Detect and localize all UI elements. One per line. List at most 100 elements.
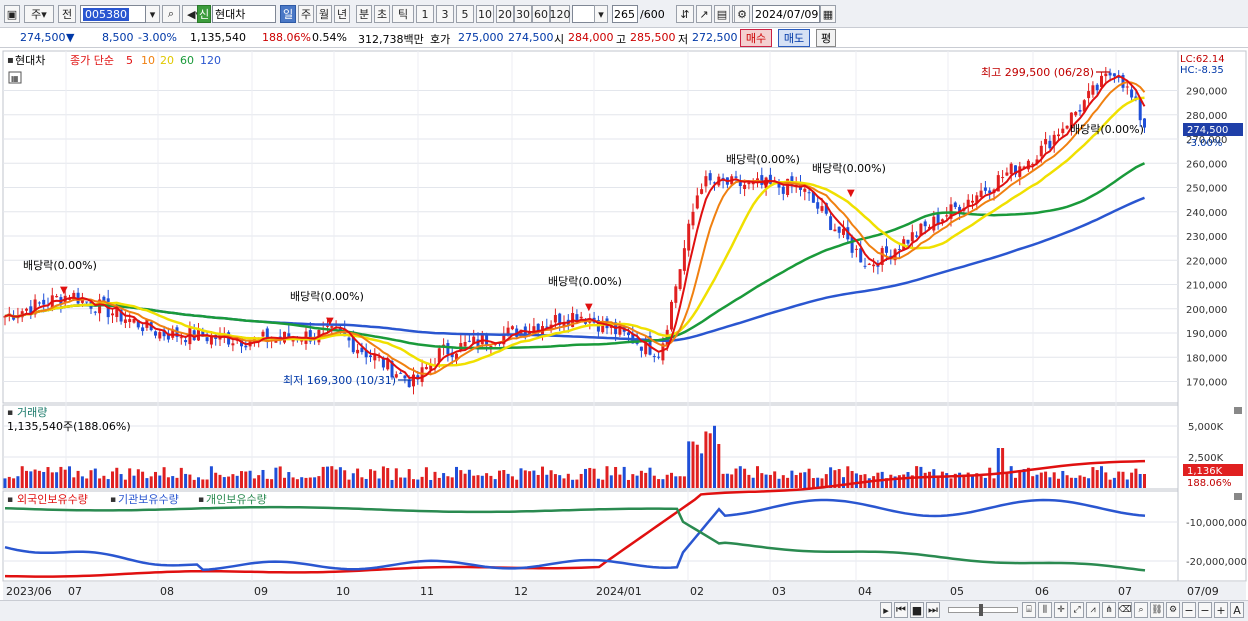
volume-current-tag: 1,136K bbox=[1187, 466, 1223, 477]
sell-button[interactable]: 매도 bbox=[778, 29, 810, 47]
candle-body bbox=[489, 345, 493, 348]
rewind-icon[interactable]: ⏮ bbox=[894, 602, 908, 618]
holdings-panel-close-icon[interactable] bbox=[1234, 493, 1242, 500]
save-icon[interactable]: ▤ bbox=[714, 5, 730, 23]
price-ytick: 190,000 bbox=[1186, 329, 1227, 340]
interval-10[interactable]: 10 bbox=[476, 5, 494, 23]
fast-forward-icon[interactable]: ⏭ bbox=[926, 602, 940, 618]
interval-1[interactable]: 1 bbox=[416, 5, 434, 23]
stock-code-dropdown[interactable]: ▾ bbox=[146, 5, 160, 23]
candle-body bbox=[373, 354, 377, 361]
period-second[interactable]: 초 bbox=[374, 5, 390, 23]
volume-legend-icon[interactable]: ▪ bbox=[7, 408, 13, 418]
pattern-icon[interactable]: ⩘ bbox=[1086, 602, 1100, 618]
chart-window-icon[interactable]: ▣ bbox=[4, 5, 20, 23]
candle-body bbox=[678, 269, 682, 289]
volume-bar bbox=[992, 478, 996, 488]
volume-bar bbox=[214, 472, 218, 488]
calendar-icon[interactable]: ▦ bbox=[820, 5, 836, 23]
candle-body bbox=[369, 355, 372, 358]
crosshair-icon[interactable]: ✛ bbox=[1054, 602, 1068, 618]
ma5-line bbox=[4, 74, 1146, 380]
buy-button[interactable]: 매수 bbox=[740, 29, 772, 47]
interval-20[interactable]: 20 bbox=[496, 5, 514, 23]
zoom-fit-icon[interactable]: ⌸ bbox=[1022, 602, 1036, 618]
interval-60[interactable]: 60 bbox=[532, 5, 550, 23]
stock-chart[interactable]: ▪ 현대차 종가 단순 5 10 20 60 120 ▦ 배당락(0.00%) … bbox=[0, 50, 1248, 600]
draw-tool-icon[interactable]: ↗ bbox=[696, 5, 712, 23]
period-week[interactable]: 주 bbox=[298, 5, 314, 23]
volume-bar bbox=[85, 478, 89, 488]
gear-icon[interactable]: ⚙ bbox=[734, 5, 750, 23]
volume-bar bbox=[979, 476, 983, 488]
evaluate-button[interactable]: 평 bbox=[816, 29, 836, 47]
interval-30[interactable]: 30 bbox=[514, 5, 532, 23]
price-ytick: 280,000 bbox=[1186, 111, 1227, 122]
volume-bar bbox=[338, 467, 342, 488]
candle-body bbox=[1048, 140, 1052, 149]
link-icon[interactable]: ⛓ bbox=[1150, 602, 1164, 618]
candle-type-icon[interactable]: ⫼ bbox=[1038, 602, 1052, 618]
trend-tool-icon[interactable]: ⤢ bbox=[1070, 602, 1084, 618]
stock-name-field[interactable]: 현대차 bbox=[212, 5, 276, 23]
stop-icon[interactable]: ■ bbox=[910, 602, 924, 618]
candle-body bbox=[867, 263, 871, 265]
volume-bar bbox=[106, 479, 110, 488]
volume-bar bbox=[760, 473, 764, 488]
candle-body bbox=[833, 229, 837, 232]
search-icon[interactable]: ⌕ bbox=[162, 5, 180, 23]
scroll-slider[interactable] bbox=[948, 604, 1018, 616]
scroll-slider-handle[interactable] bbox=[979, 604, 983, 616]
period-year[interactable]: 년 bbox=[334, 5, 350, 23]
bar-count-input[interactable]: 265 bbox=[612, 5, 638, 23]
zoom-out-icon[interactable]: − bbox=[1182, 602, 1196, 618]
holdings-legend-icon[interactable]: ▪ bbox=[7, 495, 13, 505]
volume-bar bbox=[635, 475, 639, 488]
magnifier-icon[interactable]: ⌕ bbox=[1134, 602, 1148, 618]
x-axis-label: 2024/01 bbox=[596, 585, 642, 598]
minus-icon[interactable]: − bbox=[1198, 602, 1212, 618]
all-button[interactable]: 전 bbox=[58, 5, 76, 23]
candle-body bbox=[407, 379, 411, 388]
candle-body bbox=[687, 223, 691, 251]
interval-5[interactable]: 5 bbox=[456, 5, 474, 23]
candle-body bbox=[68, 298, 71, 300]
font-size-icon[interactable]: A bbox=[1230, 602, 1244, 618]
fibonacci-icon[interactable]: ⋔ bbox=[1102, 602, 1116, 618]
volume-bar bbox=[12, 478, 16, 488]
zoom-in-icon[interactable]: + bbox=[1214, 602, 1228, 618]
volume-bar bbox=[304, 477, 308, 488]
period-month[interactable]: 월 bbox=[316, 5, 332, 23]
interval-3[interactable]: 3 bbox=[436, 5, 454, 23]
scroll-right-icon[interactable]: ▸ bbox=[880, 602, 892, 618]
dividend-arrow-1: ▼ bbox=[60, 285, 68, 296]
volume-bar bbox=[111, 471, 114, 488]
legend-toggle-icon[interactable]: ▪ bbox=[7, 55, 14, 66]
interval-120[interactable]: 120 bbox=[550, 5, 571, 23]
candle-body bbox=[910, 232, 914, 242]
volume-bar bbox=[347, 479, 351, 488]
custom-interval-dropdown[interactable]: ▾ bbox=[594, 5, 608, 23]
candle-body bbox=[928, 226, 931, 229]
settings-icon[interactable]: ⚙ bbox=[1166, 602, 1180, 618]
volume-bar bbox=[743, 468, 747, 488]
panel-table-icon[interactable] bbox=[8, 71, 22, 84]
period-tick[interactable]: 틱 bbox=[392, 5, 414, 23]
market-select[interactable]: 주 ▾ bbox=[24, 5, 54, 23]
indicator-icon[interactable]: ⇵ bbox=[676, 5, 694, 23]
eraser-icon[interactable]: ⌫ bbox=[1118, 602, 1132, 618]
period-day[interactable]: 일 bbox=[280, 5, 296, 23]
volume-bar bbox=[295, 479, 299, 488]
volume-bar bbox=[674, 476, 678, 488]
period-minute[interactable]: 분 bbox=[356, 5, 372, 23]
volume-bar bbox=[532, 470, 536, 488]
date-input[interactable]: 2024/07/09 bbox=[752, 5, 820, 23]
volume-panel-close-icon[interactable] bbox=[1234, 407, 1242, 414]
volume-bar bbox=[691, 441, 695, 488]
price-ytick: 170,000 bbox=[1186, 378, 1227, 389]
volume-bar bbox=[893, 476, 897, 488]
volume-bar bbox=[472, 475, 476, 488]
stock-code-input[interactable]: 005380 bbox=[80, 5, 146, 23]
chart-area[interactable]: ▪ 현대차 종가 단순 5 10 20 60 120 ▦ 배당락(0.00%) … bbox=[0, 50, 1248, 600]
bid-label: 호가 bbox=[430, 33, 451, 46]
